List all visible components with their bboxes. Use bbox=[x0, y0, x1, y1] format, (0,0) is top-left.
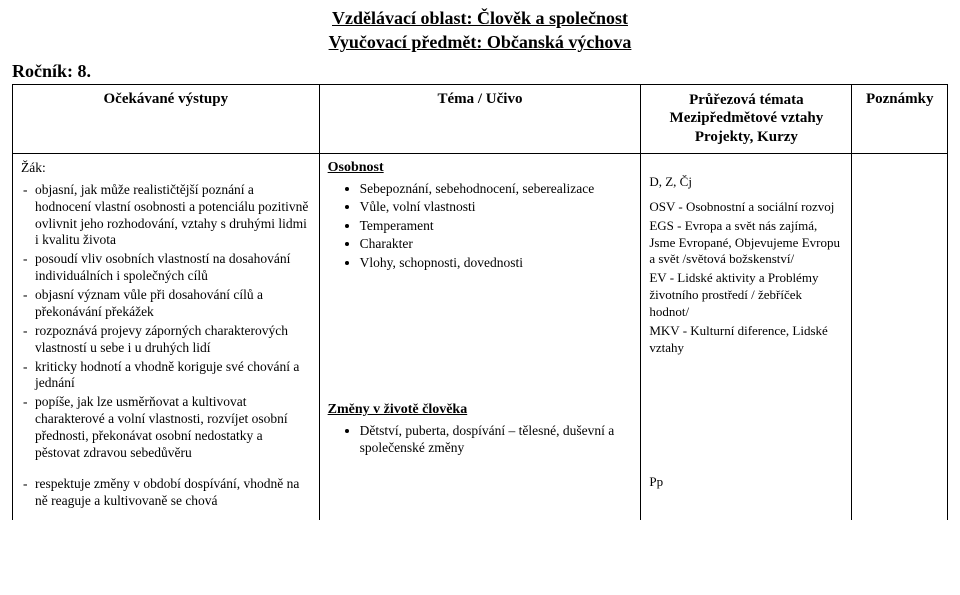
header-line-2: Vyučovací předmět: Občanská výchova bbox=[329, 32, 632, 52]
th-cross-line2: Mezipředmětové vztahy bbox=[670, 110, 824, 126]
cell-cross: D, Z, Čj OSV - Osobnostní a sociální roz… bbox=[641, 153, 852, 519]
page: Vzdělávací oblast: Člověk a společnost V… bbox=[0, 0, 960, 520]
cross-block-1: D, Z, Čj OSV - Osobnostní a sociální roz… bbox=[649, 174, 843, 357]
outcome-item: objasní význam vůle při dosahování cílů … bbox=[35, 287, 311, 321]
th-cross: Průřezová témata Mezipředmětové vztahy P… bbox=[641, 84, 852, 153]
outcome-item: posoudí vliv osobních vlastností na dosa… bbox=[35, 251, 311, 285]
outcome-item: rozpoznává projevy záporných charakterov… bbox=[35, 323, 311, 357]
topic-item: Sebepoznání, sebehodnocení, seberealizac… bbox=[360, 180, 633, 198]
table-body-row: Žák: objasní, jak může realističtější po… bbox=[13, 153, 948, 519]
th-cross-line1: Průřezová témata bbox=[689, 92, 804, 108]
th-cross-line3: Projekty, Kurzy bbox=[695, 129, 798, 145]
grade-label: Ročník: 8. bbox=[12, 61, 948, 82]
cross-code-2: Pp bbox=[649, 474, 843, 491]
cross-line: EGS - Evropa a svět nás zajímá, Jsme Evr… bbox=[649, 218, 843, 269]
outcome-item: objasní, jak může realističtější poznání… bbox=[35, 182, 311, 250]
th-notes: Poznámky bbox=[852, 84, 948, 153]
document-header: Vzdělávací oblast: Člověk a společnost V… bbox=[12, 6, 948, 55]
cell-outcomes: Žák: objasní, jak může realističtější po… bbox=[13, 153, 320, 519]
topic-title-2: Změny v životě člověka bbox=[328, 402, 633, 418]
curriculum-table: Očekávané výstupy Téma / Učivo Průřezová… bbox=[12, 84, 948, 520]
cross-line: EV - Lidské aktivity a Problémy životníh… bbox=[649, 270, 843, 321]
outcome-item: popíše, jak lze usměrňovat a kultivovat … bbox=[35, 394, 311, 462]
topic2-list: Dětství, puberta, dospívání – tělesné, d… bbox=[328, 422, 633, 457]
outcome-item: kriticky hodnotí a vhodně koriguje své c… bbox=[35, 359, 311, 393]
outcomes-list-2: respektuje změny v období dospívání, vho… bbox=[21, 476, 311, 510]
cross-line: MKV - Kulturní diference, Lidské vztahy bbox=[649, 323, 843, 357]
cross-block-2: Pp bbox=[649, 474, 843, 491]
outcome-item: respektuje změny v období dospívání, vho… bbox=[35, 476, 311, 510]
th-topic: Téma / Učivo bbox=[319, 84, 641, 153]
cross-line: OSV - Osobnostní a sociální rozvoj bbox=[649, 199, 843, 216]
topic-item: Temperament bbox=[360, 217, 633, 235]
outcomes-list-1: objasní, jak může realističtější poznání… bbox=[21, 182, 311, 462]
topic-item: Vlohy, schopnosti, dovednosti bbox=[360, 254, 633, 272]
table-header-row: Očekávané výstupy Téma / Učivo Průřezová… bbox=[13, 84, 948, 153]
cell-topic: Osobnost Sebepoznání, sebehodnocení, seb… bbox=[319, 153, 641, 519]
topic-item: Vůle, volní vlastnosti bbox=[360, 198, 633, 216]
topic1-list: Sebepoznání, sebehodnocení, seberealizac… bbox=[328, 180, 633, 272]
topic-item: Charakter bbox=[360, 235, 633, 253]
pupil-label: Žák: bbox=[21, 160, 311, 176]
header-line-1: Vzdělávací oblast: Člověk a společnost bbox=[332, 8, 628, 28]
topic-title-1: Osobnost bbox=[328, 160, 633, 176]
cell-notes bbox=[852, 153, 948, 519]
th-outcomes: Očekávané výstupy bbox=[13, 84, 320, 153]
cross-code: D, Z, Čj bbox=[649, 174, 843, 191]
topic-item: Dětství, puberta, dospívání – tělesné, d… bbox=[360, 422, 633, 457]
